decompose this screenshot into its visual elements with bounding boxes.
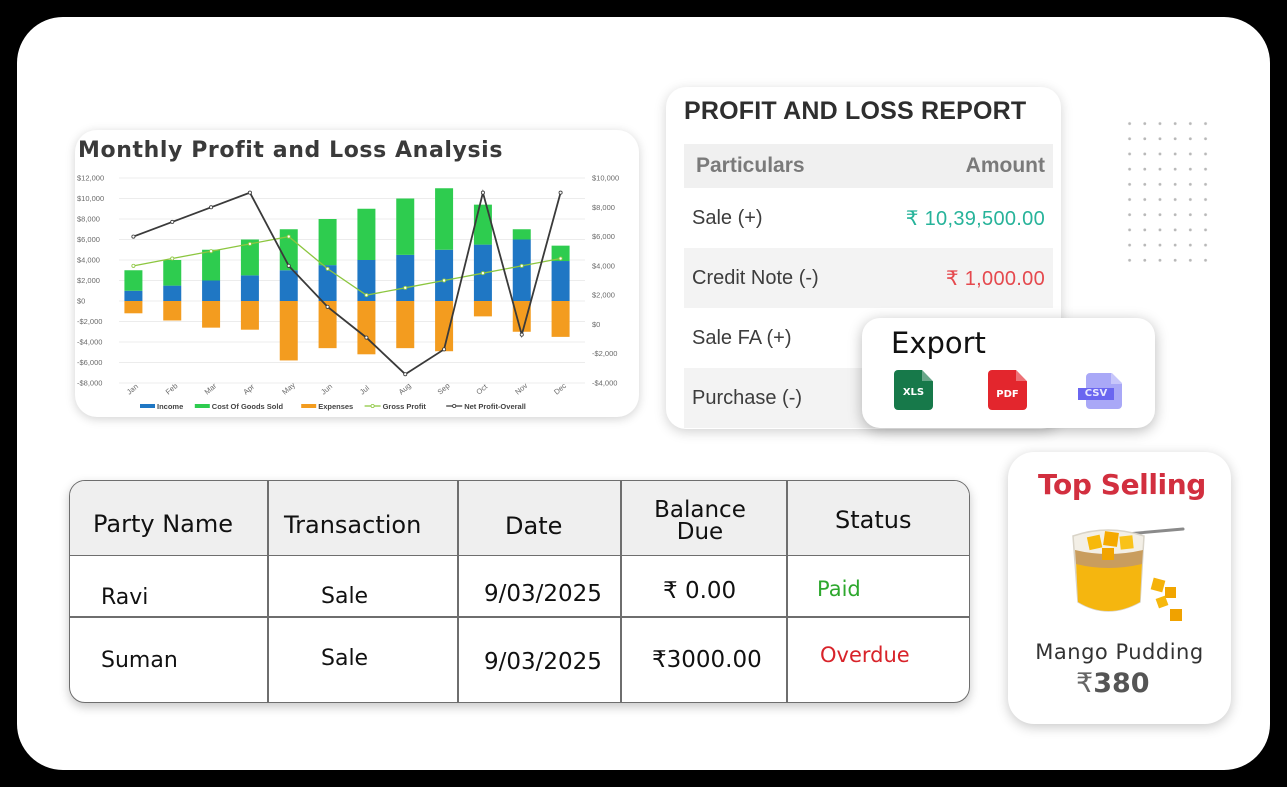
svg-text:$6,000: $6,000 <box>592 232 615 241</box>
svg-text:-$2,000: -$2,000 <box>77 317 102 326</box>
file-fold <box>1111 373 1122 384</box>
product-price: ₹380 <box>1076 668 1150 699</box>
svg-text:Jan: Jan <box>125 382 140 397</box>
svg-text:Jul: Jul <box>358 383 371 396</box>
status-badge-paid: Paid <box>817 577 861 601</box>
cell-date: 9/03/2025 <box>484 649 602 675</box>
row-amount: ₹ 1,000.00 <box>945 267 1045 290</box>
svg-text:Income: Income <box>157 402 183 411</box>
row-label: Sale FA (+) <box>692 326 792 349</box>
particulars-header: Particulars <box>696 154 805 177</box>
export-pdf-button[interactable]: PDF <box>988 370 1027 410</box>
svg-text:$10,000: $10,000 <box>592 174 619 183</box>
row-label: Purchase (-) <box>692 386 803 409</box>
svg-text:-$2,000: -$2,000 <box>592 349 617 358</box>
file-fold <box>1016 370 1027 381</box>
svg-text:$10,000: $10,000 <box>77 194 104 203</box>
cell-balance: ₹ 0.00 <box>663 578 737 604</box>
header-party-name[interactable]: Party Name <box>93 510 234 538</box>
row-amount: ₹ 10,39,500.00 <box>905 207 1045 230</box>
cell-party: Suman <box>101 648 178 673</box>
header-balance-line1: Balance <box>654 497 746 523</box>
pdf-file-icon: PDF <box>996 389 1019 400</box>
svg-text:-$8,000: -$8,000 <box>77 379 102 388</box>
header-balance-due[interactable]: Balance Due <box>650 497 750 545</box>
svg-text:$0: $0 <box>592 320 600 329</box>
svg-text:-$6,000: -$6,000 <box>77 358 102 367</box>
profit-loss-chart: $12,000 $10,000 $8,000 $6,000 $4,000 $2,000 $0… <box>77 174 619 412</box>
cell-transaction: Sale <box>321 584 369 609</box>
svg-text:Cost Of Goods Sold: Cost Of Goods Sold <box>212 402 284 411</box>
mango-pudding-image <box>1072 527 1185 621</box>
export-title: Export <box>891 326 986 360</box>
svg-text:Feb: Feb <box>164 381 180 396</box>
header-status[interactable]: Status <box>835 506 912 534</box>
svg-text:Apr: Apr <box>241 382 256 397</box>
header-transaction[interactable]: Transaction <box>284 511 422 539</box>
row-label: Credit Note (-) <box>692 266 819 289</box>
svg-text:Expenses: Expenses <box>318 402 353 411</box>
svg-text:$2,000: $2,000 <box>592 291 615 300</box>
product-name: Mango Pudding <box>1035 640 1204 664</box>
svg-text:$4,000: $4,000 <box>77 256 100 265</box>
decorative-dot-grid <box>1122 116 1217 266</box>
header-balance-line2: Due <box>676 519 724 545</box>
col-divider <box>620 481 622 702</box>
row-label: Sale (+) <box>692 206 763 229</box>
cell-transaction: Sale <box>321 646 369 671</box>
svg-text:Net Profit-Overall: Net Profit-Overall <box>464 402 526 411</box>
svg-text:Jun: Jun <box>319 382 334 397</box>
cell-date: 9/03/2025 <box>484 581 602 607</box>
chart-title: Monthly Profit and Loss Analysis <box>78 138 504 163</box>
top-selling-title: Top Selling <box>1038 468 1206 501</box>
cell-balance: ₹3000.00 <box>652 647 762 673</box>
header-date[interactable]: Date <box>505 512 563 540</box>
svg-text:Oct: Oct <box>474 382 489 397</box>
cell-party: Ravi <box>101 585 149 610</box>
col-divider <box>786 481 788 702</box>
svg-text:$12,000: $12,000 <box>77 174 104 183</box>
report-row-credit-note[interactable]: Credit Note (-) ₹ 1,000.00 <box>684 248 1053 308</box>
svg-text:$6,000: $6,000 <box>77 235 100 244</box>
svg-text:-$4,000: -$4,000 <box>592 379 617 388</box>
col-divider <box>457 481 459 702</box>
xls-file-icon: XLS <box>902 387 925 398</box>
svg-text:$4,000: $4,000 <box>592 261 615 270</box>
col-divider <box>267 481 269 702</box>
rupee-icon: ₹ <box>1076 668 1094 699</box>
svg-text:$8,000: $8,000 <box>77 215 100 224</box>
amount-header: Amount <box>965 154 1045 177</box>
price-value: 380 <box>1093 668 1150 699</box>
transactions-table: Party Name Transaction Date Balance Due … <box>69 480 970 703</box>
top-selling-card[interactable]: Top Selling Mango Pudding ₹380 <box>1008 452 1231 724</box>
report-header-row: Particulars Amount <box>684 144 1053 188</box>
report-title: PROFIT AND LOSS REPORT <box>684 97 1027 125</box>
export-xls-button[interactable]: XLS <box>894 370 933 410</box>
svg-text:Gross Profit: Gross Profit <box>383 402 427 411</box>
svg-text:$8,000: $8,000 <box>592 203 615 212</box>
export-card: Export XLS PDF <box>862 318 1155 428</box>
report-row-sale[interactable]: Sale (+) ₹ 10,39,500.00 <box>684 188 1053 248</box>
svg-text:$0: $0 <box>77 297 85 306</box>
row-divider <box>70 616 969 618</box>
profit-loss-chart-card: Monthly Profit and Loss Analysis $12,000… <box>75 130 639 417</box>
status-badge-overdue: Overdue <box>820 643 910 667</box>
report-row-sale-fa[interactable]: Sale FA (+) <box>684 308 1053 368</box>
file-fold <box>922 370 933 381</box>
csv-file-icon: CSV <box>1078 388 1114 400</box>
table-header <box>70 481 969 556</box>
svg-text:$2,000: $2,000 <box>77 276 100 285</box>
svg-text:-$4,000: -$4,000 <box>77 338 102 347</box>
